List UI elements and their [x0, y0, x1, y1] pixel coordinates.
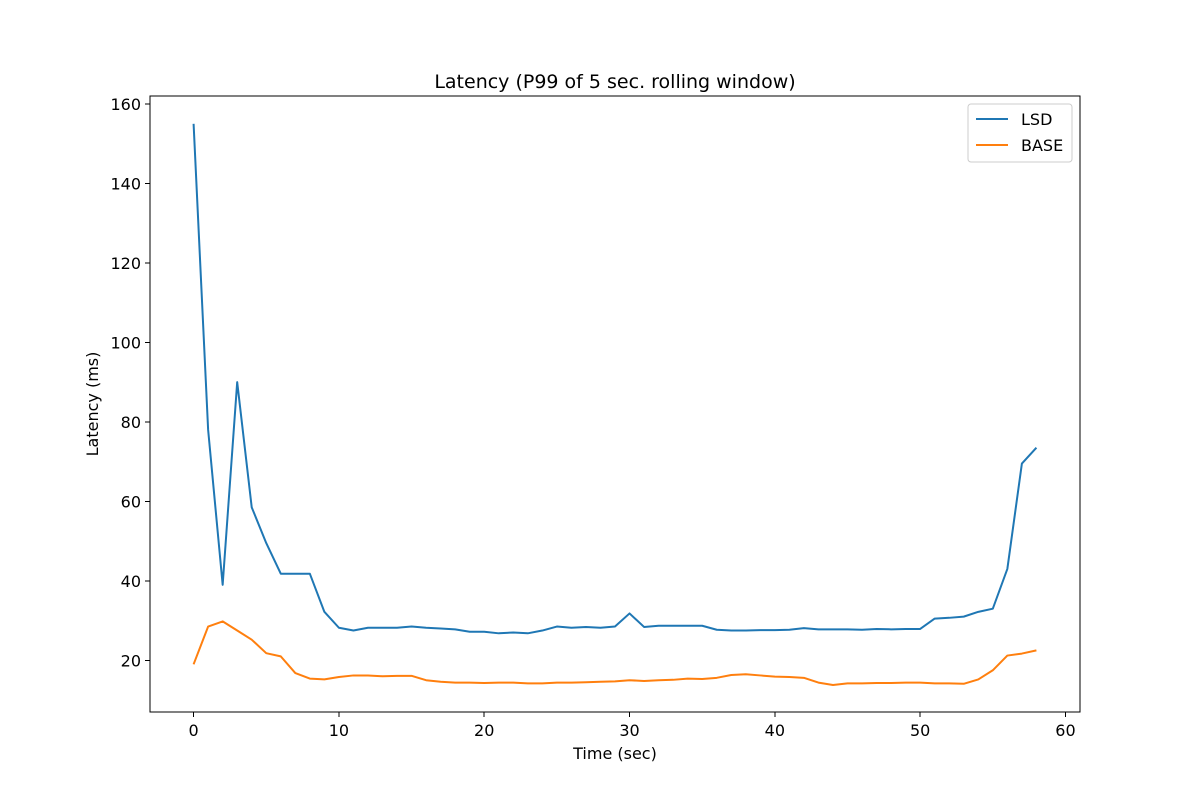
plot-area: 0 10 20 30 40 50 60 20 40 60 80 100 120 140 160	[110, 95, 1081, 740]
y-axis-ticks: 20 40 60 80 100 120 140 160	[110, 95, 150, 670]
legend: LSD BASE	[967, 103, 1073, 163]
y-tick-label: 100	[110, 333, 141, 352]
y-tick-label: 60	[121, 492, 141, 511]
x-tick-label: 30	[619, 721, 639, 740]
legend-label-lsd: LSD	[1021, 110, 1052, 129]
x-tick-label: 60	[1055, 721, 1075, 740]
chart-title: Latency (P99 of 5 sec. rolling window)	[434, 71, 795, 93]
y-tick-label: 160	[110, 95, 141, 114]
x-tick-label: 40	[765, 721, 785, 740]
y-tick-label: 80	[121, 413, 141, 432]
series-line-lsd	[192, 123, 1038, 635]
y-tick-label: 140	[110, 174, 141, 193]
y-tick-label: 40	[121, 572, 141, 591]
x-axis-ticks: 0 10 20 30 40 50 60	[189, 712, 1076, 740]
x-tick-label: 10	[329, 721, 349, 740]
plot-frame	[149, 95, 1081, 713]
x-tick-label: 20	[474, 721, 494, 740]
series-line-base	[192, 620, 1037, 686]
x-tick-label: 50	[910, 721, 930, 740]
x-axis-label: Time (sec)	[572, 744, 657, 763]
y-axis-label: Latency (ms)	[83, 352, 102, 457]
x-tick-label: 0	[189, 721, 199, 740]
legend-label-base: BASE	[1021, 136, 1063, 155]
y-tick-label: 120	[110, 254, 141, 273]
y-tick-label: 20	[121, 651, 141, 670]
series-layer	[192, 123, 1038, 686]
